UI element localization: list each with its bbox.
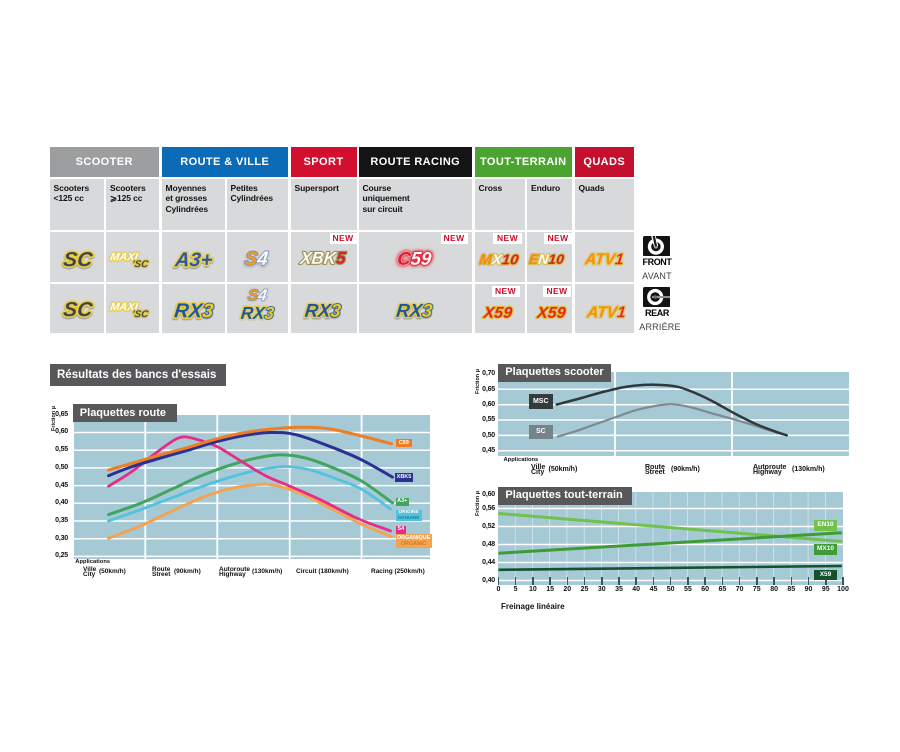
svg-text:RX3: RX3 <box>395 299 434 320</box>
svg-text:RX3: RX3 <box>173 300 214 322</box>
svg-text:X59: X59 <box>482 303 513 321</box>
svg-text:MAXI: MAXI <box>109 302 139 314</box>
svg-text:SC: SC <box>62 248 94 271</box>
svg-text:MAXI: MAXI <box>109 251 139 263</box>
svg-text:A3+: A3+ <box>173 249 214 271</box>
svg-text:S4: S4 <box>247 287 268 304</box>
svg-text:C59: C59 <box>396 248 433 269</box>
svg-text:’SC: ’SC <box>131 309 150 320</box>
svg-text:RX3: RX3 <box>240 304 276 323</box>
svg-text:’SC: ’SC <box>131 259 150 270</box>
svg-text:EN10: EN10 <box>528 251 565 267</box>
svg-text:S4: S4 <box>244 248 270 269</box>
svg-text:X59: X59 <box>535 303 566 321</box>
svg-text:ATV1: ATV1 <box>583 251 624 268</box>
svg-text:ATV1: ATV1 <box>585 304 626 321</box>
svg-text:MX10: MX10 <box>478 251 520 268</box>
svg-text:XBK5: XBK5 <box>298 249 347 268</box>
svg-text:SC: SC <box>62 299 94 322</box>
svg-text:RX3: RX3 <box>303 299 342 320</box>
